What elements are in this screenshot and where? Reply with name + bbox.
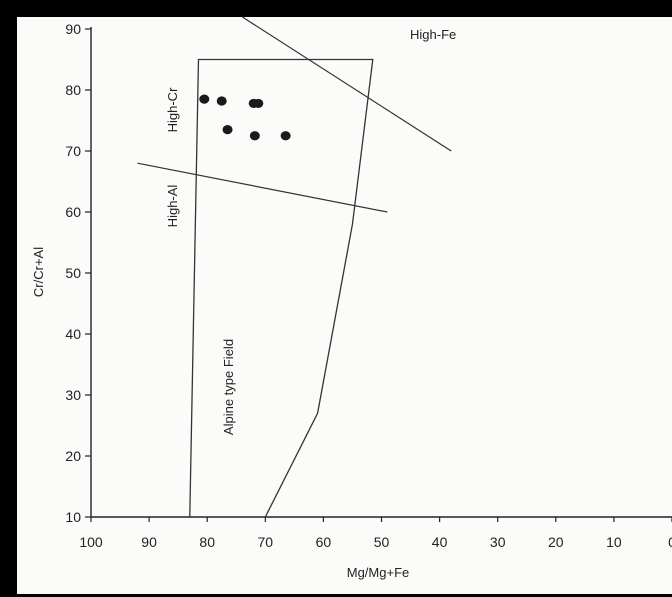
x-tick-label: 80 [199,534,215,550]
y-tick-label: 60 [65,204,81,220]
y-tick-label: 70 [65,143,81,159]
boundary-lines [137,16,452,213]
x-tick-label: 60 [316,534,332,550]
data-points [199,94,291,141]
y-tick-label: 50 [65,265,81,281]
data-point [216,96,227,106]
high-fe-label: High-Fe [410,27,456,42]
x-axis-label: Mg/Mg+Fe [347,565,410,580]
data-point [280,131,291,141]
y-tick-label: 90 [65,21,81,37]
x-tick-label: 50 [374,534,390,550]
x-tick-label: 70 [258,534,274,550]
x-tick-label: 20 [548,534,564,550]
alpine-field-outline [189,58,374,518]
x-tick-label: 100 [79,534,103,550]
chart-paper [17,17,672,594]
x-tick-label: 30 [490,534,506,550]
x-tick-label: 40 [432,534,448,550]
region-labels: High-Fe High-Cr High-Al Alpine type Fiel… [165,27,456,435]
data-point [253,98,264,109]
alpine-field-group [189,58,374,518]
high-fe-boundary-line [241,16,452,152]
x-tick-label: 90 [141,534,157,550]
high-cr-label: High-Cr [165,87,180,132]
y-tick-label: 80 [65,82,81,98]
data-point [249,131,260,141]
y-tick-label: 20 [65,448,81,464]
high-al-label: High-Al [165,185,180,228]
y-axis-label: Cr/Cr+Al [31,247,46,297]
data-point [199,94,210,104]
high-al-boundary-line [137,162,388,213]
x-axis-ticks: 1009080706050403020100 [79,517,672,550]
alpine-field-label: Alpine type Field [221,339,236,435]
y-axis-ticks: 90 80 70 60 50 40 30 20 10 [65,21,91,525]
y-tick-label: 40 [65,326,81,342]
x-tick-label: 10 [606,534,622,550]
x-tick-label: 0 [668,534,672,550]
data-point [222,125,233,135]
y-tick-label: 10 [65,509,81,525]
y-tick-label: 30 [65,387,81,403]
